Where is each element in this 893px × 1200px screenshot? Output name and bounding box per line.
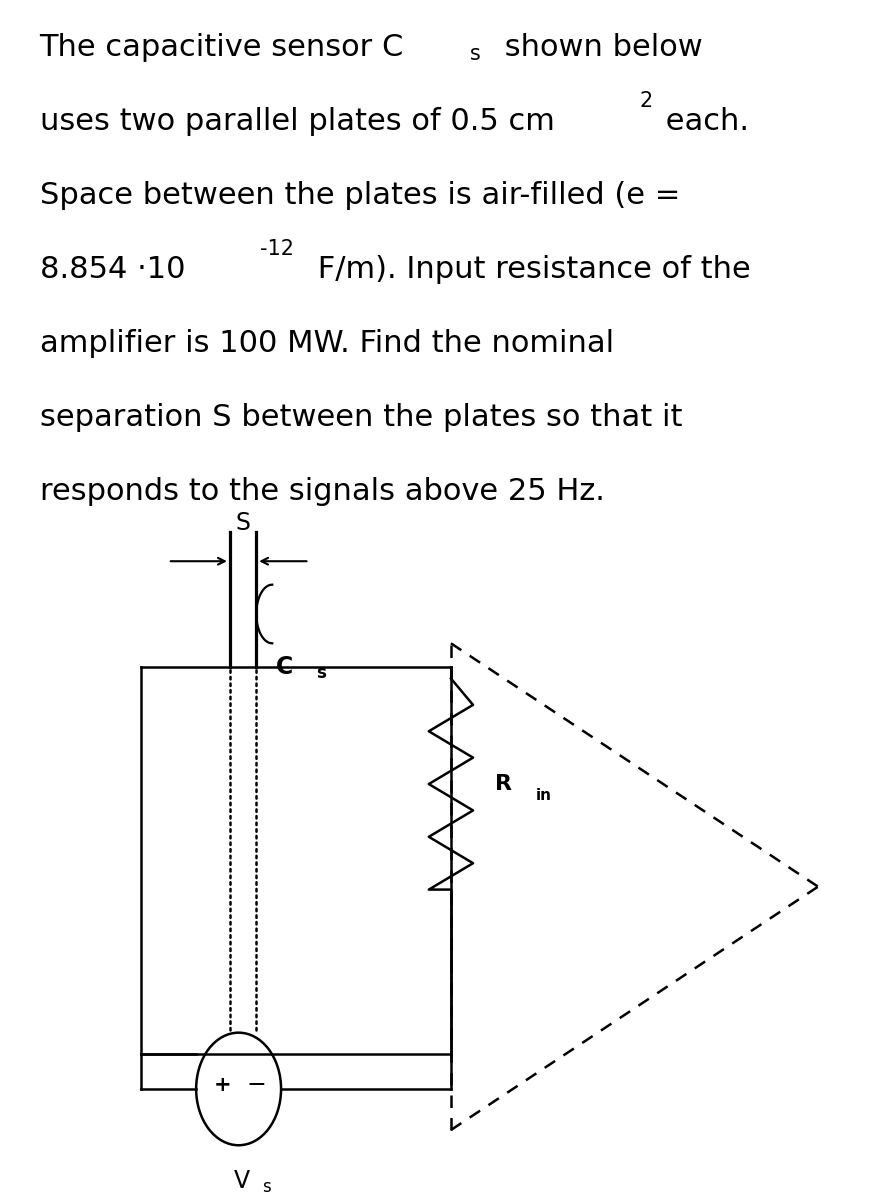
Text: s: s (471, 44, 481, 64)
Text: Space between the plates is air-filled (e =: Space between the plates is air-filled (… (39, 181, 680, 210)
Text: −: − (246, 1074, 266, 1098)
Text: separation S between the plates so that it: separation S between the plates so that … (39, 403, 682, 432)
Text: +: + (213, 1075, 231, 1096)
Text: in: in (536, 788, 552, 803)
Text: R: R (495, 774, 513, 794)
Text: s: s (316, 665, 326, 683)
Text: S: S (236, 511, 251, 535)
Text: C: C (276, 655, 293, 679)
Text: s: s (263, 1178, 271, 1196)
Text: amplifier is 100 MW. Find the nominal: amplifier is 100 MW. Find the nominal (39, 329, 613, 358)
Text: each.: each. (656, 107, 749, 137)
Text: 8.854 ·10: 8.854 ·10 (39, 256, 185, 284)
Text: responds to the signals above 25 Hz.: responds to the signals above 25 Hz. (39, 476, 605, 505)
Text: -12: -12 (260, 239, 294, 259)
Text: F/m). Input resistance of the: F/m). Input resistance of the (308, 256, 751, 284)
Text: The capacitive sensor C: The capacitive sensor C (39, 34, 404, 62)
Text: V: V (234, 1169, 250, 1193)
Text: uses two parallel plates of 0.5 cm: uses two parallel plates of 0.5 cm (39, 107, 555, 137)
Text: shown below: shown below (495, 34, 703, 62)
Text: 2: 2 (639, 91, 653, 110)
